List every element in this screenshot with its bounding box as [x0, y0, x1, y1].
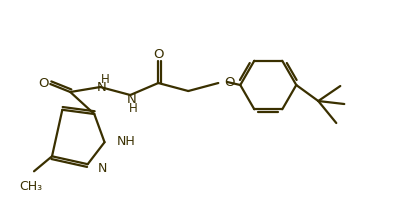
Text: H: H: [101, 72, 110, 85]
Text: O: O: [38, 76, 49, 89]
Text: H: H: [129, 101, 138, 114]
Text: N: N: [98, 161, 107, 174]
Text: NH: NH: [116, 134, 135, 147]
Text: CH₃: CH₃: [19, 179, 43, 192]
Text: N: N: [126, 92, 136, 105]
Text: N: N: [96, 80, 106, 93]
Text: O: O: [153, 47, 164, 60]
Text: O: O: [224, 75, 235, 88]
